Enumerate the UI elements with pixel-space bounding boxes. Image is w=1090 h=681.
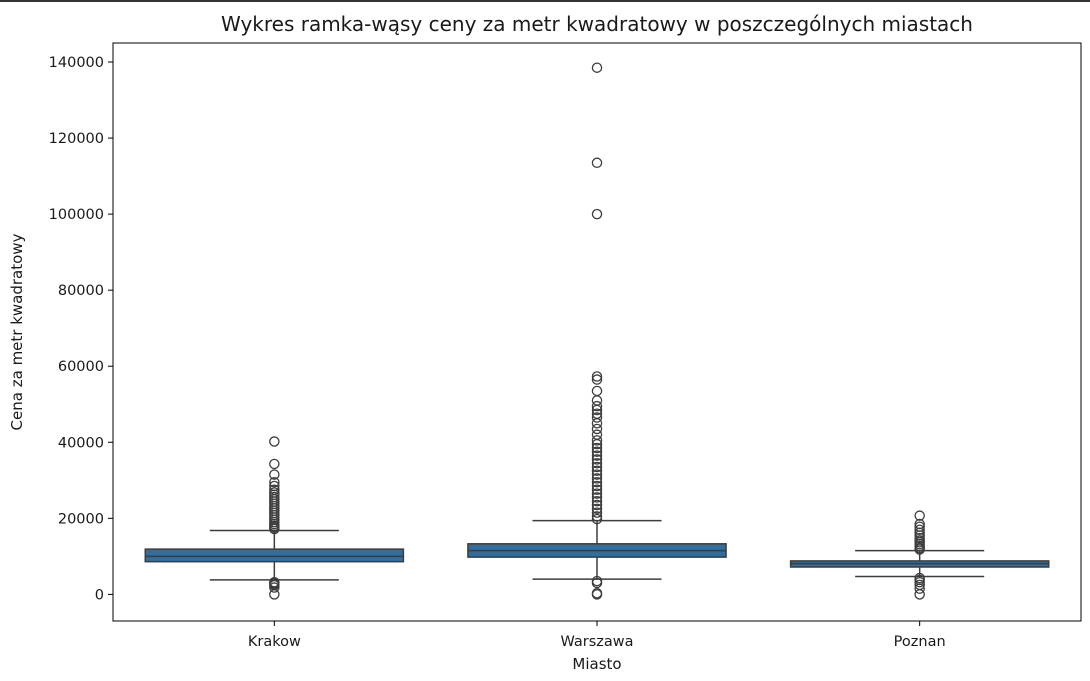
outlier-krakow [269, 458, 280, 470]
y-tick-label: 120000 [49, 131, 104, 147]
outlier-warszawa [591, 511, 603, 522]
outlier-krakow [269, 487, 280, 498]
outlier-warszawa [591, 465, 603, 477]
outlier-warszawa [591, 446, 603, 458]
outlier-warszawa [591, 513, 603, 525]
window-top-border [0, 0, 1090, 2]
outlier-krakow [269, 476, 280, 488]
outlier-krakow [269, 484, 280, 496]
outlier-krakow [269, 576, 280, 588]
outlier-warszawa [591, 412, 603, 423]
outlier-poznan [914, 532, 925, 544]
outlier-warszawa [591, 395, 603, 406]
outlier-warszawa [591, 385, 603, 397]
outlier-warszawa [591, 488, 603, 499]
outlier-warszawa [591, 400, 603, 412]
outlier-warszawa [591, 408, 603, 420]
x-axis-label: Miasto [572, 655, 621, 673]
outlier-warszawa [591, 473, 603, 484]
outlier-warszawa [591, 476, 603, 488]
outlier-warszawa [591, 429, 603, 440]
outlier-warszawa [591, 480, 603, 492]
outlier-warszawa [591, 371, 603, 382]
y-tick-label: 60000 [58, 359, 104, 375]
y-tick-label: 40000 [58, 435, 104, 451]
x-tick-label: Krakow [248, 634, 301, 650]
outlier-warszawa [591, 157, 603, 169]
outlier-warszawa [591, 495, 603, 507]
outlier-poznan [914, 524, 925, 535]
outlier-warszawa [591, 457, 603, 469]
outlier-warszawa [591, 454, 603, 465]
outlier-warszawa [591, 507, 603, 518]
outlier-warszawa [591, 503, 603, 515]
outlier-krakow [269, 436, 280, 447]
outlier-poznan [914, 572, 925, 584]
outlier-warszawa [591, 484, 603, 496]
outlier-krakow [269, 480, 280, 492]
y-tick-label: 100000 [49, 207, 104, 223]
y-tick-label: 80000 [58, 283, 104, 299]
outlier-warszawa [591, 450, 603, 461]
y-tick-label: 140000 [49, 55, 104, 71]
outlier-warszawa [591, 492, 603, 503]
outlier-warszawa [591, 587, 603, 599]
outlier-poznan [914, 521, 925, 532]
outlier-warszawa [591, 461, 603, 473]
outlier-poznan [914, 518, 925, 530]
outlier-warszawa [591, 423, 603, 435]
outlier-poznan [914, 579, 925, 591]
outlier-warszawa [591, 208, 603, 220]
x-tick-label: Warszawa [560, 634, 633, 650]
y-axis-label: Cena za metr kwadratowy [8, 233, 26, 430]
outlier-warszawa [591, 435, 603, 446]
outlier-warszawa [591, 374, 603, 385]
outlier-warszawa [591, 442, 603, 454]
box-krakow [144, 548, 405, 563]
outlier-poznan [914, 510, 925, 521]
outlier-warszawa [591, 499, 603, 511]
chart-title: Wykres ramka-wąsy ceny za metr kwadratow… [221, 12, 973, 36]
y-tick-label: 20000 [58, 511, 104, 527]
outlier-warszawa [591, 469, 603, 480]
outlier-warszawa [591, 575, 603, 587]
x-tick-label: Poznan [894, 634, 946, 650]
y-tick-label: 0 [95, 587, 104, 603]
outlier-krakow [269, 469, 280, 480]
outlier-warszawa [591, 62, 603, 73]
plot-area: 0 20000 40000 60000 80000 100000 120000 140000 K… [49, 42, 1082, 650]
